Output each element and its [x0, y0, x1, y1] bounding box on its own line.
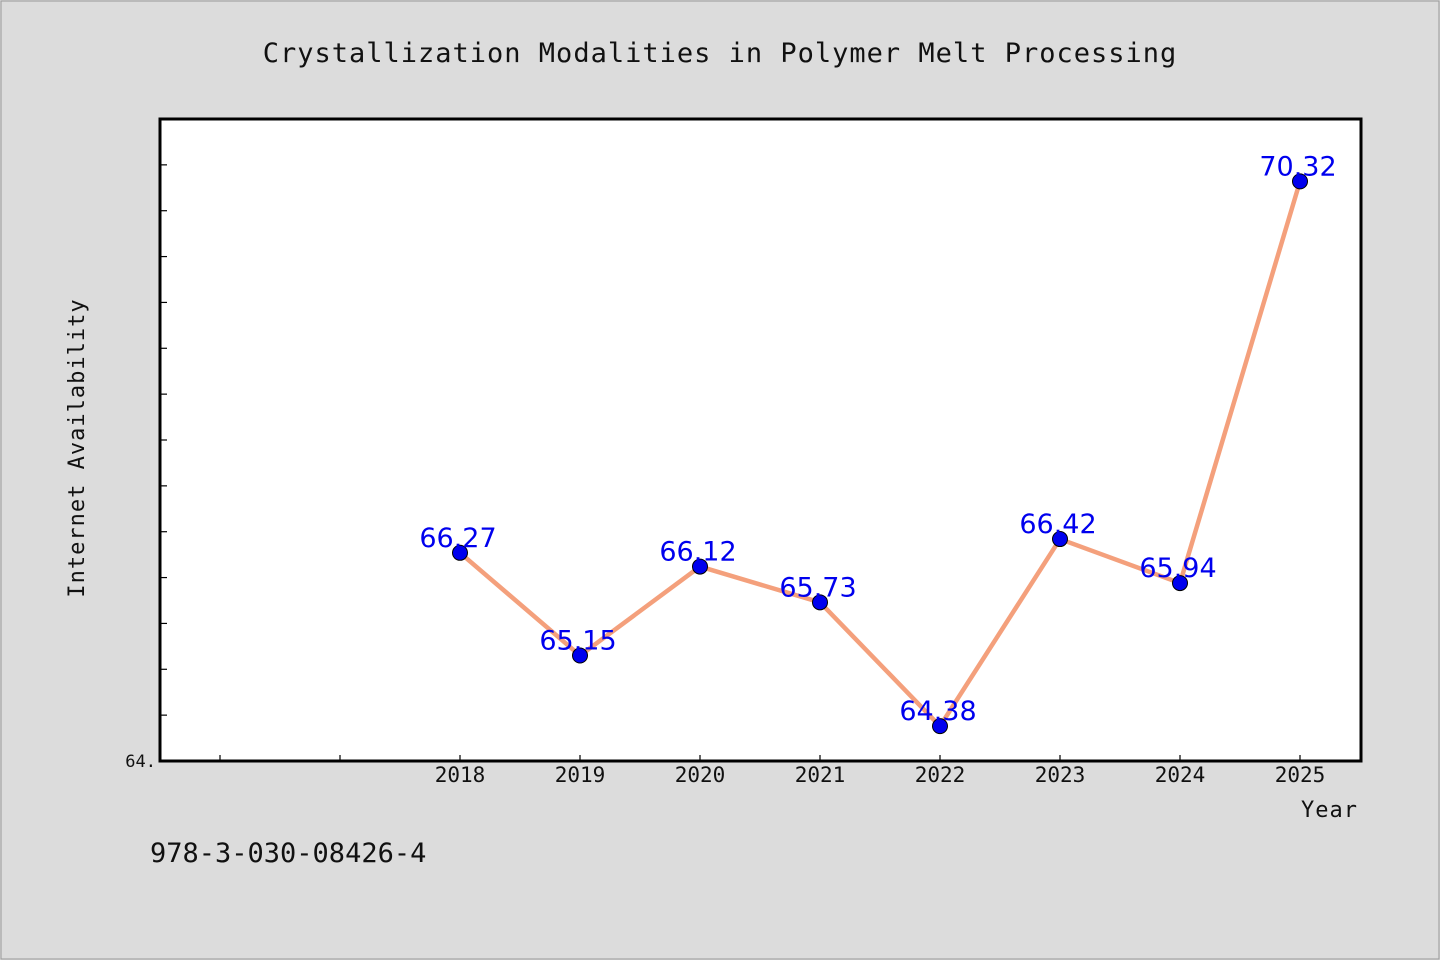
x-tick-label: 2020	[675, 763, 726, 787]
data-label: 66.27	[419, 523, 496, 554]
x-tick-label: 2024	[1155, 763, 1206, 787]
x-tick-label: 2018	[435, 763, 486, 787]
data-point	[1292, 173, 1308, 190]
x-tick-label: 2021	[795, 763, 846, 787]
x-tick-label: 2023	[1035, 763, 1086, 787]
data-point	[812, 594, 828, 611]
x-tick-label: 2025	[1275, 763, 1326, 787]
data-label: 65.94	[1139, 553, 1216, 584]
data-point	[932, 718, 948, 735]
data-point	[692, 558, 708, 575]
data-label: 66.42	[1019, 509, 1096, 540]
y-axis-label: Internet Availability	[65, 298, 90, 597]
y-axis-ticks	[160, 118, 167, 762]
data-point	[1052, 531, 1068, 548]
data-label: 70.32	[1259, 151, 1336, 182]
data-label: 65.73	[779, 572, 856, 603]
y-tick-label-min: 64.	[125, 752, 156, 772]
x-tick-label: 2019	[555, 763, 606, 787]
data-label: 64.38	[899, 696, 976, 727]
plot-area	[158, 117, 1363, 763]
data-point	[452, 544, 468, 561]
series-markers	[452, 173, 1308, 735]
x-tick-label: 2022	[915, 763, 966, 787]
footer-isbn: 978-3-030-08426-4	[150, 838, 426, 869]
x-axis-label: Year	[1301, 798, 1358, 823]
data-label: 65.15	[539, 626, 616, 657]
data-labels: 66.27 65.15 66.12 65.73 64.38 66.42 65.94 70.32	[419, 151, 1336, 727]
data-label: 66.12	[659, 537, 736, 568]
x-axis-ticks	[219, 755, 1301, 761]
series-line	[457, 179, 1303, 729]
data-point	[1172, 575, 1188, 592]
chart-title: Crystallization Modalities in Polymer Me…	[263, 38, 1178, 69]
data-point	[572, 647, 588, 664]
x-axis-tick-labels: 2018 2019 2020 2021 2022 2023 2024 2025	[435, 763, 1326, 787]
